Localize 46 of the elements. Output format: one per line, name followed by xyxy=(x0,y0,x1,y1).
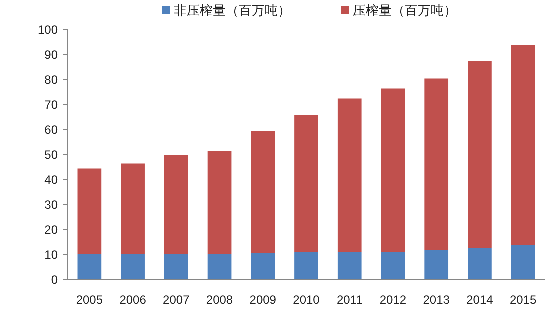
x-tick-label: 2007 xyxy=(163,293,190,307)
bar xyxy=(294,115,318,252)
x-tick-label: 2013 xyxy=(423,293,450,307)
bar xyxy=(381,88,406,252)
y-tick-label: 20 xyxy=(44,223,58,237)
x-tick-label: 2009 xyxy=(250,293,277,307)
bar xyxy=(381,252,406,280)
bar xyxy=(164,155,188,254)
bar xyxy=(511,246,536,280)
y-tick-label: 90 xyxy=(44,48,58,62)
x-tick-label: 2011 xyxy=(336,293,364,307)
bar xyxy=(424,250,449,280)
bar xyxy=(208,254,232,280)
x-tick-label: 2006 xyxy=(120,293,147,307)
bar xyxy=(121,254,145,280)
bar xyxy=(468,61,492,248)
bar xyxy=(208,151,232,254)
bar xyxy=(338,252,362,280)
x-tick-label: 2010 xyxy=(293,293,320,307)
bar xyxy=(78,254,102,280)
bar xyxy=(164,254,188,280)
bar xyxy=(251,131,276,253)
y-tick-label: 10 xyxy=(44,248,58,262)
bar xyxy=(251,253,276,280)
bar xyxy=(294,252,318,280)
y-tick-label: 0 xyxy=(51,273,58,287)
y-tick-label: 80 xyxy=(44,73,58,87)
legend-label: 非压榨量（百万吨） xyxy=(174,3,291,18)
y-tick-label: 60 xyxy=(44,123,58,137)
legend-label: 压榨量（百万吨） xyxy=(353,3,457,18)
x-tick-label: 2015 xyxy=(510,293,537,307)
x-tick-label: 2012 xyxy=(380,293,407,307)
y-tick-label: 30 xyxy=(44,198,58,212)
y-tick-label: 50 xyxy=(44,148,58,162)
bar xyxy=(338,98,362,252)
y-tick-label: 70 xyxy=(44,98,58,112)
y-tick-label: 100 xyxy=(38,23,58,37)
bar xyxy=(468,248,492,280)
y-tick-label: 40 xyxy=(44,173,58,187)
x-tick-label: 2005 xyxy=(76,293,104,307)
bar xyxy=(424,78,449,250)
x-tick-label: 2014 xyxy=(466,293,494,307)
bar xyxy=(511,45,536,246)
bar xyxy=(78,168,102,254)
bar xyxy=(121,164,145,254)
x-tick-label: 2008 xyxy=(206,293,234,307)
